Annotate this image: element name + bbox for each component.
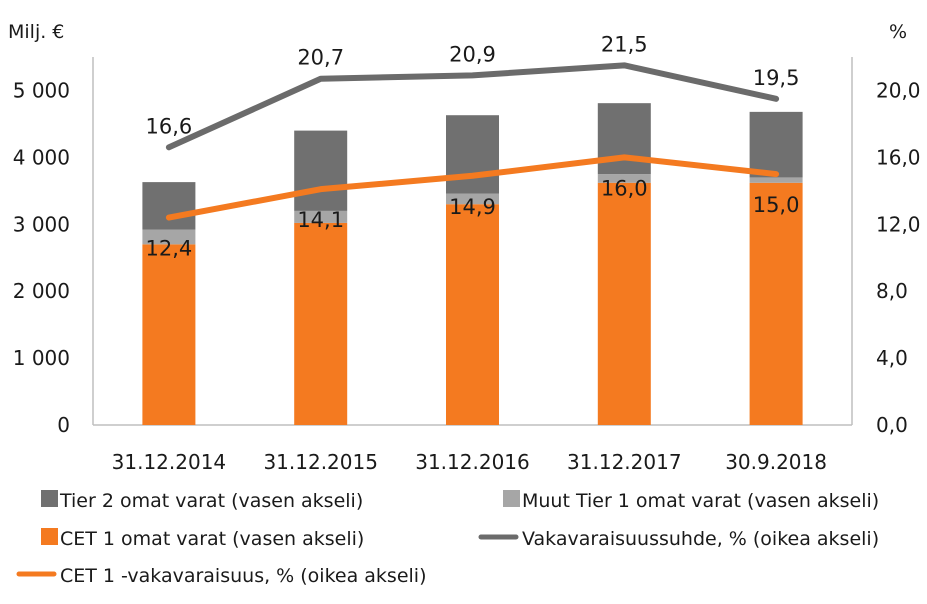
- x-axis-tick-label: 31.12.2015: [263, 450, 378, 474]
- bar-segment: [749, 182, 803, 425]
- chart-axes: 0 1 000 2 000 3 000 4 000 5 000 0,0 4,0 8,0 12,0 1…: [13, 57, 921, 474]
- left-axis-tick-label: 3 000: [13, 212, 70, 236]
- left-axis-tick-label: 5 000: [13, 78, 70, 102]
- right-axis-tick-label: 4,0: [876, 346, 908, 370]
- data-label: 21,5: [601, 32, 648, 56]
- bar-segment: [749, 177, 803, 183]
- bar-segment: [294, 222, 348, 425]
- data-label: 14,1: [297, 208, 344, 232]
- right-axis-tick-label: 0,0: [876, 413, 908, 437]
- data-label: 20,7: [297, 46, 344, 70]
- data-label: 16,0: [601, 176, 648, 200]
- data-label: 20,9: [449, 42, 496, 66]
- bar-segment: [142, 244, 196, 425]
- data-label: 19,5: [753, 66, 800, 90]
- x-axis-tick-label: 31.12.2014: [112, 450, 227, 474]
- right-axis-unit-label: %: [889, 21, 907, 43]
- series-line: [165, 154, 780, 221]
- bar-segment: [597, 182, 651, 425]
- legend-swatch: [41, 528, 58, 545]
- bar-segment: [446, 204, 499, 425]
- right-axis-tick-label: 16,0: [876, 145, 921, 169]
- legend-label: Muut Tier 1 omat varat (vasen akseli): [522, 490, 879, 512]
- bar-segment: [142, 182, 196, 230]
- bar-segment: [597, 174, 651, 183]
- right-axis-tick-label: 20,0: [876, 78, 921, 102]
- bar-segment: [142, 229, 196, 245]
- legend-label: Tier 2 omat varat (vasen akseli): [59, 490, 363, 512]
- chart-bars: [142, 103, 803, 425]
- bar-segment: [597, 103, 651, 175]
- bar-segment: [294, 130, 348, 211]
- bar-segment: [294, 210, 348, 223]
- data-label: 16,6: [146, 114, 193, 138]
- left-axis-tick-label: 4 000: [13, 145, 70, 169]
- legend-label: Vakavaraisuussuhde, % (oikea akseli): [522, 528, 879, 550]
- legend-label: CET 1 omat varat (vasen akseli): [60, 528, 364, 550]
- x-axis-tick-label: 30.9.2018: [725, 450, 827, 474]
- chart-legend: Tier 2 omat varat (vasen akseli) Muut Tie…: [16, 490, 879, 587]
- left-axis-tick-label: 0: [57, 413, 70, 437]
- data-label: 12,4: [146, 237, 193, 261]
- x-axis-tick-label: 31.12.2017: [567, 450, 682, 474]
- legend-label: CET 1 -vakavaraisuus, % (oikea akseli): [60, 565, 426, 587]
- bar-segment: [446, 115, 499, 194]
- left-axis-tick-label: 2 000: [13, 279, 70, 303]
- bar-segment: [446, 193, 499, 205]
- legend-swatch: [503, 490, 520, 507]
- right-axis-tick-label: 12,0: [876, 212, 921, 236]
- legend-swatch: [41, 490, 58, 507]
- chart-lines: [165, 62, 780, 221]
- x-axis-tick-label: 31.12.2016: [415, 450, 530, 474]
- bar-segment: [749, 111, 803, 178]
- data-label: 15,0: [753, 193, 800, 217]
- series-line: [165, 62, 780, 151]
- left-axis-tick-label: 1 000: [13, 346, 70, 370]
- chart-data-labels: 16,6 20,7 20,9 21,5 19,5 12,4 14,1 14,9 16,0 15,0: [146, 32, 800, 260]
- right-axis-tick-label: 8,0: [876, 279, 908, 303]
- data-label: 14,9: [449, 195, 496, 219]
- left-axis-unit-label: Milj. €: [8, 21, 64, 43]
